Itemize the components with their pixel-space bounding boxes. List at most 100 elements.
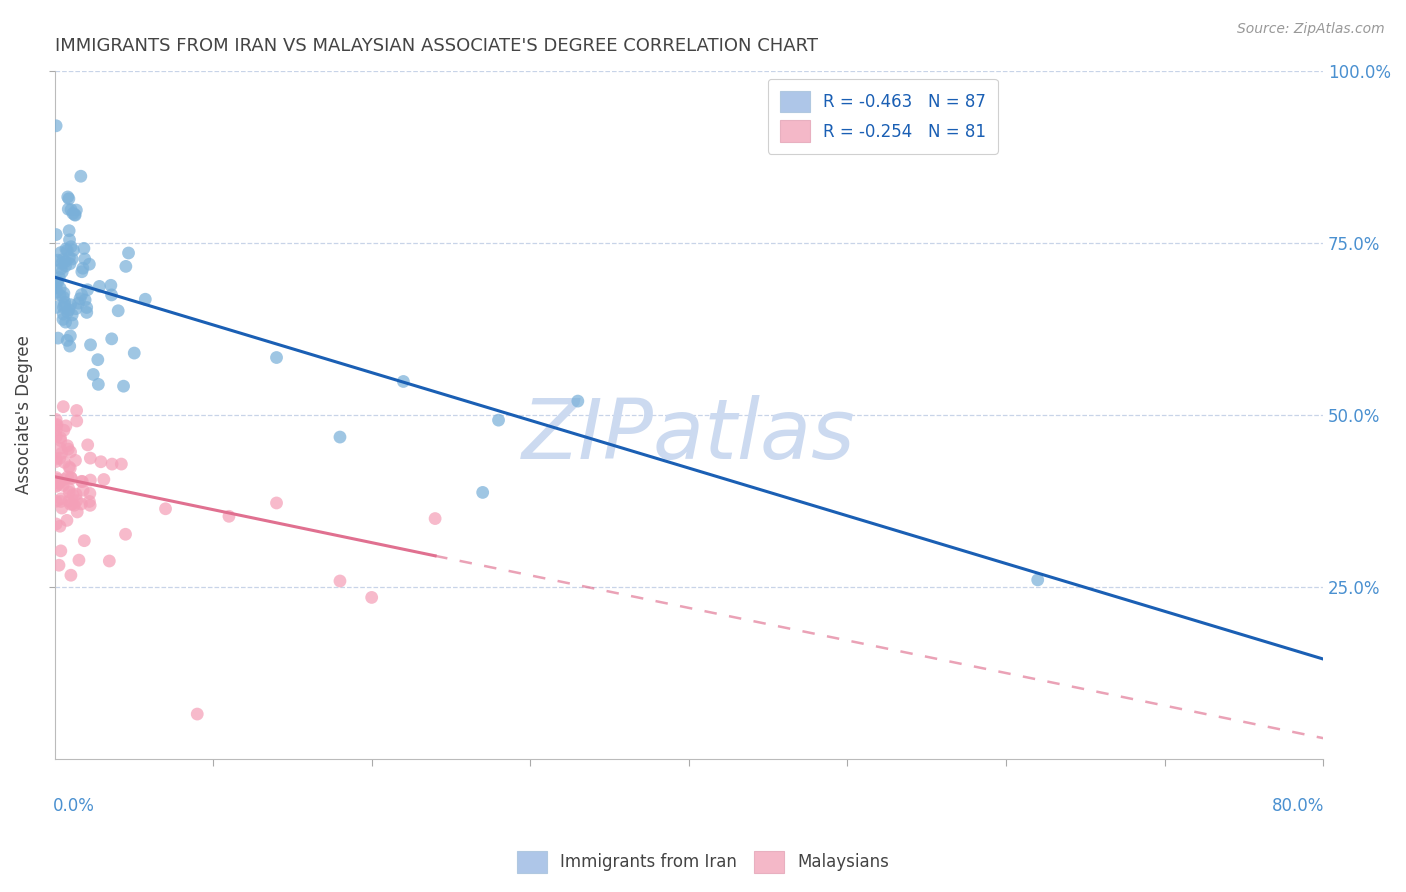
Point bbox=[49, 451, 72, 466]
Point bbox=[266, 496, 288, 510]
Point bbox=[52, 423, 75, 437]
Point bbox=[55, 242, 77, 256]
Point bbox=[45, 430, 67, 444]
Point bbox=[266, 351, 288, 365]
Point bbox=[59, 339, 82, 353]
Point bbox=[53, 295, 76, 310]
Point bbox=[65, 453, 87, 467]
Point bbox=[93, 473, 115, 487]
Point bbox=[72, 261, 94, 276]
Point bbox=[58, 192, 80, 206]
Point bbox=[82, 368, 104, 382]
Point bbox=[76, 301, 98, 315]
Point bbox=[67, 296, 90, 310]
Point bbox=[122, 346, 145, 360]
Point bbox=[117, 246, 139, 260]
Point bbox=[58, 202, 80, 216]
Point bbox=[66, 493, 89, 508]
Point bbox=[90, 455, 112, 469]
Point bbox=[58, 442, 80, 457]
Point bbox=[45, 454, 67, 468]
Point bbox=[76, 283, 98, 297]
Point bbox=[48, 475, 70, 490]
Point bbox=[46, 478, 69, 492]
Point bbox=[58, 224, 80, 238]
Point bbox=[392, 375, 415, 389]
Point bbox=[186, 707, 208, 722]
Point bbox=[46, 417, 69, 432]
Point bbox=[79, 486, 101, 500]
Point bbox=[79, 257, 101, 271]
Point bbox=[70, 287, 93, 301]
Point bbox=[60, 497, 83, 511]
Point bbox=[62, 244, 84, 258]
Point bbox=[72, 483, 94, 498]
Point bbox=[59, 497, 82, 511]
Text: 0.0%: 0.0% bbox=[53, 797, 96, 814]
Point bbox=[134, 292, 156, 306]
Point bbox=[49, 494, 72, 508]
Point bbox=[49, 288, 72, 302]
Point bbox=[69, 292, 91, 306]
Point bbox=[63, 498, 86, 512]
Point bbox=[471, 485, 494, 500]
Point bbox=[70, 497, 93, 511]
Point bbox=[65, 202, 87, 217]
Point bbox=[87, 352, 110, 367]
Point bbox=[58, 485, 80, 500]
Point bbox=[49, 281, 72, 295]
Point bbox=[76, 438, 98, 452]
Point bbox=[115, 260, 138, 274]
Point bbox=[53, 473, 76, 487]
Point bbox=[101, 457, 124, 471]
Point bbox=[51, 446, 73, 460]
Point bbox=[45, 119, 67, 133]
Point bbox=[58, 494, 80, 508]
Point bbox=[100, 332, 122, 346]
Point bbox=[79, 451, 101, 466]
Point bbox=[45, 479, 67, 493]
Point bbox=[48, 475, 70, 489]
Point bbox=[55, 259, 77, 273]
Point bbox=[58, 302, 80, 317]
Legend: R = -0.463   N = 87, R = -0.254   N = 81: R = -0.463 N = 87, R = -0.254 N = 81 bbox=[768, 79, 998, 153]
Point bbox=[49, 519, 72, 533]
Point bbox=[63, 208, 86, 222]
Point bbox=[52, 478, 75, 492]
Point bbox=[53, 254, 76, 268]
Point bbox=[46, 331, 69, 345]
Point bbox=[56, 334, 79, 348]
Point bbox=[329, 574, 352, 588]
Point bbox=[59, 461, 82, 475]
Point bbox=[67, 553, 90, 567]
Point bbox=[62, 488, 84, 502]
Point bbox=[218, 509, 240, 524]
Point bbox=[49, 544, 72, 558]
Point bbox=[52, 286, 75, 301]
Point bbox=[56, 305, 79, 319]
Point bbox=[45, 494, 67, 508]
Point bbox=[45, 227, 67, 242]
Point bbox=[49, 431, 72, 445]
Point bbox=[52, 290, 75, 304]
Point bbox=[45, 451, 67, 466]
Point bbox=[53, 455, 76, 469]
Point bbox=[48, 558, 70, 573]
Point bbox=[66, 414, 89, 428]
Point bbox=[60, 252, 83, 266]
Point bbox=[114, 527, 136, 541]
Point bbox=[45, 423, 67, 437]
Point bbox=[79, 499, 101, 513]
Point bbox=[60, 202, 83, 217]
Point bbox=[75, 293, 97, 307]
Point bbox=[58, 233, 80, 247]
Point bbox=[45, 281, 67, 295]
Point bbox=[59, 568, 82, 582]
Point bbox=[79, 338, 101, 352]
Point bbox=[46, 253, 69, 268]
Point bbox=[51, 256, 73, 270]
Point bbox=[45, 275, 67, 289]
Point bbox=[73, 241, 96, 255]
Point bbox=[87, 377, 110, 392]
Point bbox=[55, 315, 77, 329]
